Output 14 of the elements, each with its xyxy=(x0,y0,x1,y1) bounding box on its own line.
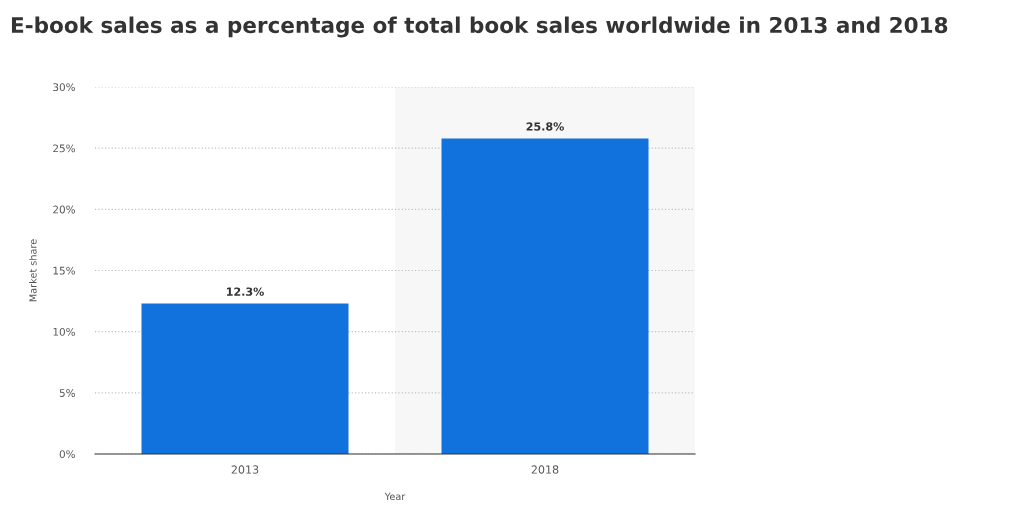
y-tick-label: 25% xyxy=(53,144,75,153)
data-label: 25.8% xyxy=(526,122,564,131)
chart-title: E-book sales as a percentage of total book sales worldwide in 2013 and 2018 xyxy=(11,16,948,38)
y-tick-label: 20% xyxy=(53,205,75,214)
x-tick-label: 2018 xyxy=(531,465,559,474)
y-tick-label: 0% xyxy=(59,450,75,459)
y-tick-label: 10% xyxy=(53,327,75,336)
y-axis-title: Market share xyxy=(29,239,37,302)
x-tick-label: 2013 xyxy=(231,465,259,474)
y-tick-label: 5% xyxy=(59,389,75,397)
y-tick-label: 15% xyxy=(53,266,75,275)
x-axis-title: Year xyxy=(384,492,406,501)
y-tick-label: 30% xyxy=(53,83,75,92)
data-label: 12.3% xyxy=(226,287,264,296)
